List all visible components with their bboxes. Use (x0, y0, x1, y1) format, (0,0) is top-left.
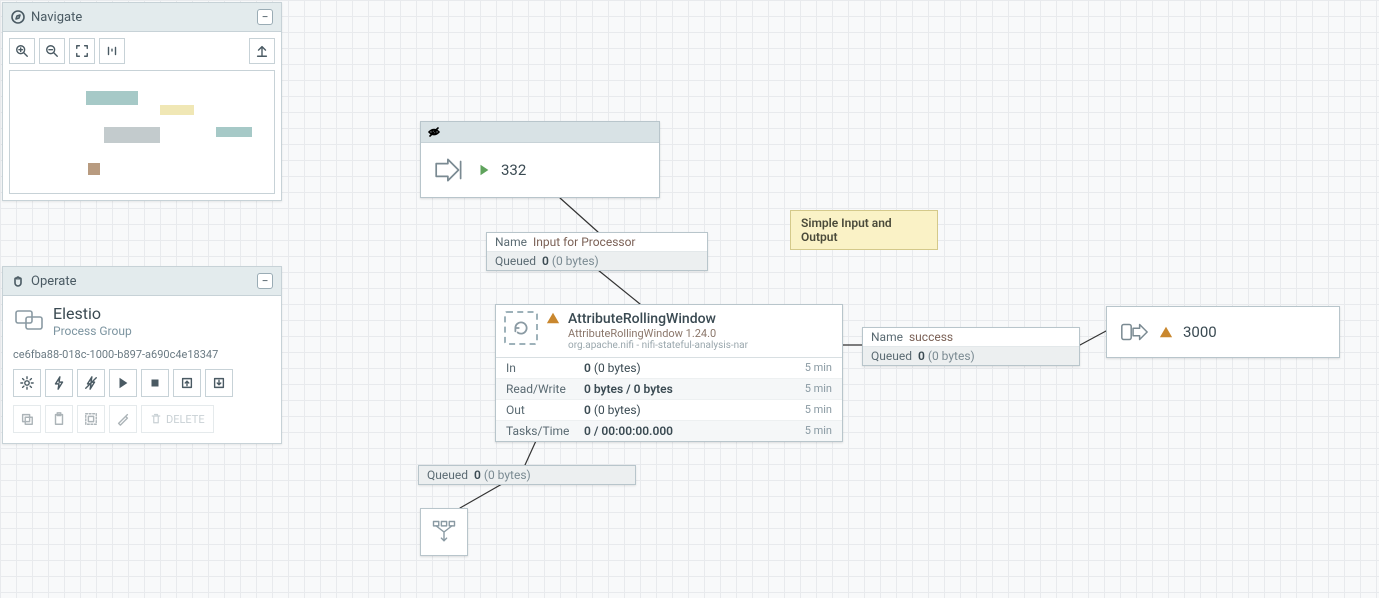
warning-icon (546, 311, 560, 325)
stat-rw-time: 5 min (805, 382, 832, 396)
processor-stats: In 0 (0 bytes) 5 min Read/Write 0 bytes … (496, 358, 842, 441)
hand-icon (11, 274, 25, 288)
conn-queued-size: (0 bytes) (552, 254, 599, 268)
conn-name-label: Name (495, 235, 527, 249)
zoom-out-button[interactable] (39, 38, 65, 64)
group-button (77, 405, 105, 433)
disable-button[interactable] (77, 369, 105, 397)
input-port-count: 332 (501, 161, 526, 179)
start-button[interactable] (109, 369, 137, 397)
birdseye-block (104, 127, 160, 143)
sticky-note[interactable]: Simple Input and Output (790, 210, 938, 250)
birdseye-view[interactable] (9, 70, 275, 194)
birdseye-block (88, 163, 100, 175)
conn-queued-label: Queued (427, 468, 468, 482)
birdseye-block (160, 105, 194, 115)
running-icon (477, 163, 491, 177)
collapse-operate-button[interactable]: − (257, 273, 273, 289)
navigate-header: Navigate − (3, 3, 281, 32)
stat-out-label: Out (506, 403, 584, 417)
navigate-toolbar (3, 32, 281, 70)
connection-input[interactable]: Name Input for Processor Queued 0 (0 byt… (486, 232, 708, 271)
output-port-count: 3000 (1183, 323, 1217, 341)
processor[interactable]: AttributeRollingWindow AttributeRollingW… (495, 304, 843, 442)
operate-type: Process Group (53, 324, 132, 338)
port-in-icon (433, 153, 467, 187)
port-out-icon (1119, 317, 1149, 347)
conn-queued-size: (0 bytes) (484, 468, 531, 482)
paste-button (45, 405, 73, 433)
birdseye-block (216, 127, 252, 137)
trash-icon (150, 413, 162, 425)
enable-button[interactable] (45, 369, 73, 397)
conn-queued-label: Queued (871, 349, 912, 363)
stat-out-time: 5 min (805, 403, 832, 417)
processor-name: AttributeRollingWindow (568, 311, 834, 327)
copy-button (13, 405, 41, 433)
processor-icon (504, 311, 538, 345)
stat-out-detail: (0 bytes) (594, 403, 641, 417)
birdseye-block (86, 91, 138, 105)
stat-tt-label: Tasks/Time (506, 424, 584, 438)
conn-queued-label: Queued (495, 254, 536, 268)
operate-header: Operate − (3, 267, 281, 296)
color-button (109, 405, 137, 433)
template-download-button[interactable] (205, 369, 233, 397)
conn-name-value: Input for Processor (533, 235, 636, 249)
operate-buttons: DELETE (13, 369, 271, 433)
conn-queued-count: 0 (542, 254, 549, 268)
stat-tt-time: 5 min (805, 424, 832, 438)
operate-id: ce6fba88-018c-1000-b897-a690c4e18347 (13, 348, 271, 361)
stat-rw-label: Read/Write (506, 382, 584, 396)
input-port[interactable]: 332 (420, 121, 660, 198)
conn-queued-count: 0 (918, 349, 925, 363)
operate-name: Elestio (53, 304, 132, 323)
stat-tt-val: 0 / 00:00:00.000 (584, 424, 673, 438)
stat-in-time: 5 min (805, 361, 832, 375)
configure-button[interactable] (13, 369, 41, 397)
stat-out-val: 0 (584, 403, 591, 417)
funnel-icon (430, 518, 458, 546)
zoom-in-button[interactable] (9, 38, 35, 64)
navigate-panel: Navigate − (2, 2, 282, 201)
stat-in-label: In (506, 361, 584, 375)
output-port[interactable]: 3000 (1106, 306, 1340, 358)
leave-group-button[interactable] (249, 38, 275, 64)
funnel[interactable] (420, 508, 468, 556)
conn-name-value: success (909, 330, 953, 344)
process-group-icon (13, 304, 45, 336)
operate-panel: Operate − Elestio Process Group ce6fba88… (2, 266, 282, 444)
processor-type: AttributeRollingWindow 1.24.0 (568, 327, 834, 340)
warning-icon (1159, 325, 1173, 339)
collapse-navigate-button[interactable]: − (257, 9, 273, 25)
conn-queued-count: 0 (474, 468, 481, 482)
stat-in-detail: (0 bytes) (594, 361, 641, 375)
conn-name-label: Name (871, 330, 903, 344)
connection-funnel[interactable]: Queued 0 (0 bytes) (418, 465, 636, 485)
sticky-text: Simple Input and Output (801, 216, 892, 244)
connection-success[interactable]: Name success Queued 0 (0 bytes) (862, 327, 1080, 366)
zoom-fit-button[interactable] (69, 38, 95, 64)
eye-off-icon (427, 125, 441, 139)
template-upload-button[interactable] (173, 369, 201, 397)
stat-rw-val: 0 bytes / 0 bytes (584, 382, 673, 396)
processor-bundle: org.apache.nifi - nifi-stateful-analysis… (568, 340, 834, 351)
delete-button: DELETE (141, 405, 214, 433)
operate-title: Operate (31, 274, 257, 289)
zoom-actual-button[interactable] (99, 38, 125, 64)
input-port-header (421, 122, 659, 143)
delete-label: DELETE (166, 413, 205, 426)
stop-button[interactable] (141, 369, 169, 397)
compass-icon (11, 10, 25, 24)
navigate-title: Navigate (31, 10, 257, 25)
stat-in-val: 0 (584, 361, 591, 375)
conn-queued-size: (0 bytes) (928, 349, 975, 363)
